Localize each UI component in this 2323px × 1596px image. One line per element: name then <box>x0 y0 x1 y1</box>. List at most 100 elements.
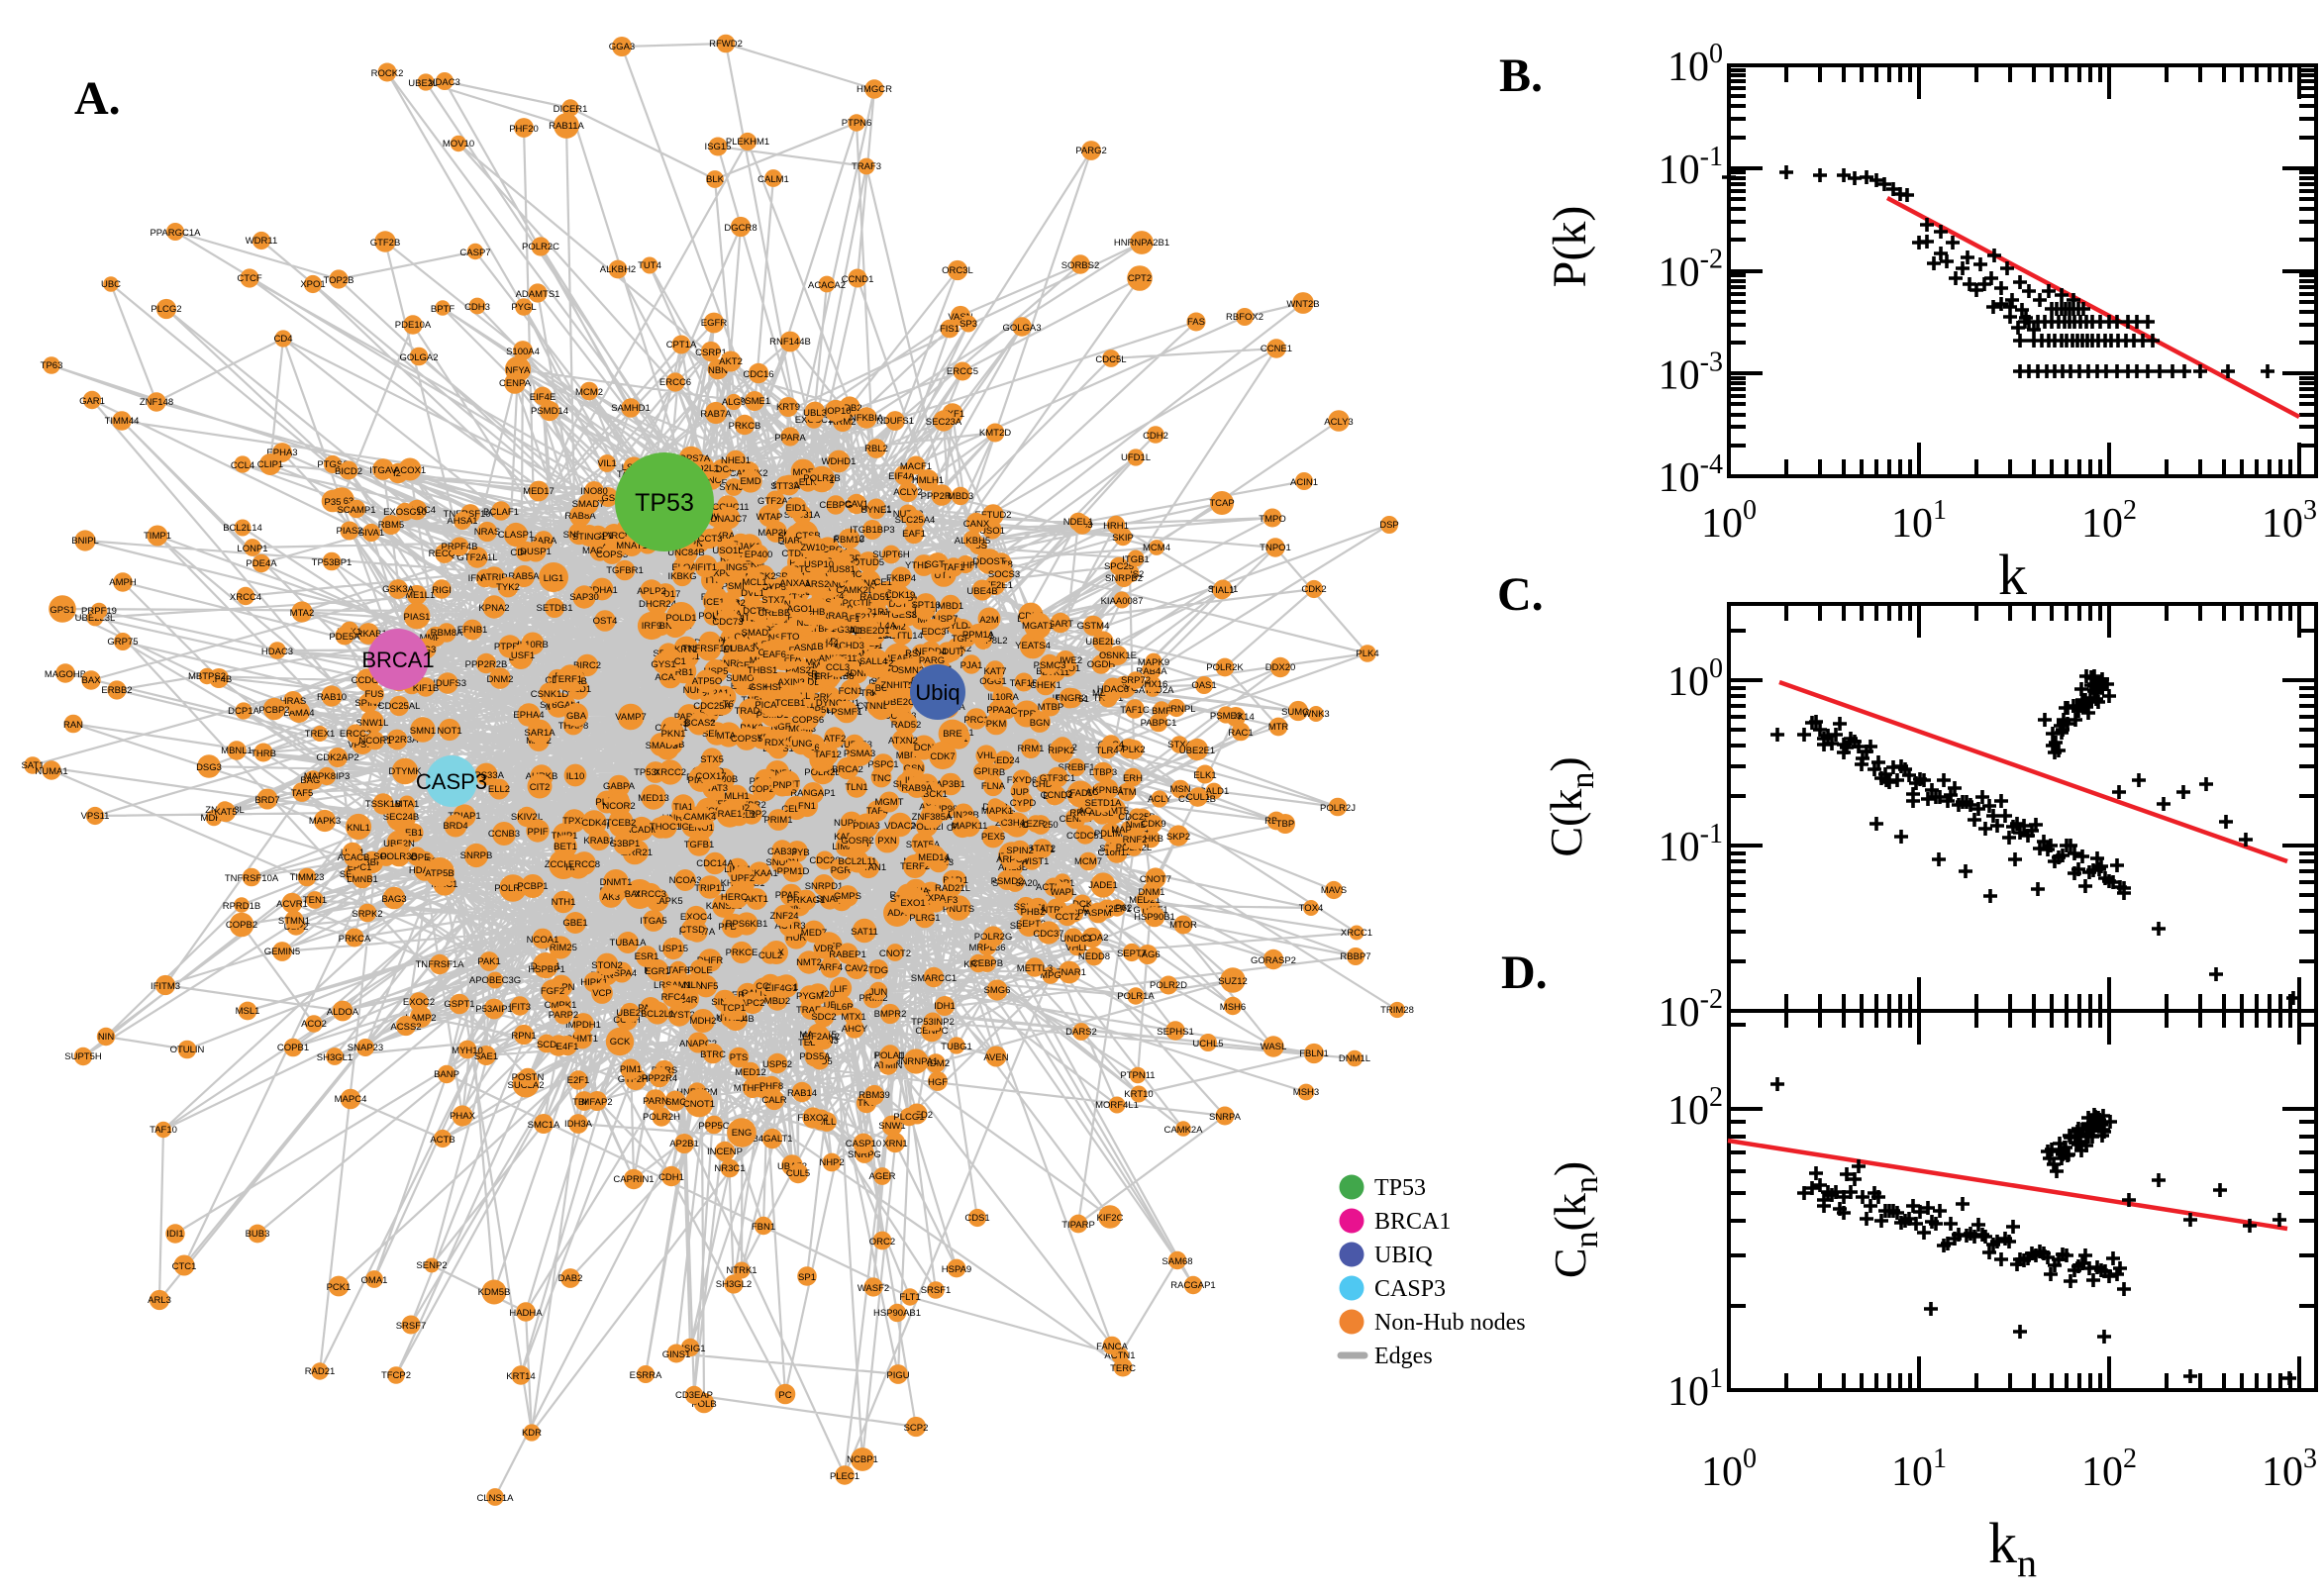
svg-text:PTS: PTS <box>730 1052 748 1063</box>
svg-text:GTF2B: GTF2B <box>370 238 401 249</box>
svg-text:DCP1A: DCP1A <box>228 706 259 717</box>
svg-text:BANP: BANP <box>434 1069 459 1080</box>
svg-text:HSPA4: HSPA4 <box>607 968 637 979</box>
svg-text:USO1L: USO1L <box>712 546 743 556</box>
svg-text:STX5: STX5 <box>700 754 724 765</box>
svg-text:GBE1: GBE1 <box>562 918 587 929</box>
svg-text:CTGF: CTGF <box>792 564 818 575</box>
svg-text:ZW10: ZW10 <box>800 543 825 553</box>
svg-text:kn: kn <box>1988 1511 2037 1585</box>
svg-text:SHMT1: SHMT1 <box>566 1034 598 1045</box>
svg-text:CDC5L: CDC5L <box>1095 354 1126 365</box>
svg-text:PSMD2: PSMD2 <box>991 876 1024 887</box>
svg-text:NCOA3: NCOA3 <box>669 875 702 886</box>
svg-text:EIF2AK2: EIF2AK2 <box>802 1032 840 1043</box>
svg-text:CDS1: CDS1 <box>964 1213 989 1224</box>
svg-text:UBC: UBC <box>101 279 121 290</box>
svg-text:EIF4B: EIF4B <box>206 674 232 685</box>
svg-text:CNOT1: CNOT1 <box>683 1099 715 1110</box>
svg-text:INCENP: INCENP <box>707 1147 743 1157</box>
svg-text:PRKCA: PRKCA <box>339 934 371 945</box>
svg-text:PPP2R2B: PPP2R2B <box>465 659 508 670</box>
svg-text:AHSA1: AHSA1 <box>447 516 477 527</box>
svg-text:10-4: 10-4 <box>1659 449 1723 501</box>
svg-text:CENPA: CENPA <box>499 378 532 389</box>
svg-text:TAF1B: TAF1B <box>1010 678 1039 689</box>
svg-text:PYGM: PYGM <box>796 991 824 1002</box>
svg-text:SOCS3: SOCS3 <box>988 569 1020 580</box>
svg-text:DNM1: DNM1 <box>1139 887 1165 898</box>
svg-text:NUP98: NUP98 <box>928 804 959 815</box>
svg-text:POLR2K: POLR2K <box>1206 662 1244 673</box>
svg-text:RBBP7: RBBP7 <box>1340 951 1370 962</box>
svg-text:MED7: MED7 <box>801 928 827 939</box>
svg-text:EXOC2: EXOC2 <box>403 997 435 1008</box>
svg-text:ATF2: ATF2 <box>824 734 847 745</box>
svg-text:MOF: MOF <box>792 467 813 478</box>
svg-text:CASP7: CASP7 <box>459 248 490 258</box>
svg-text:OGG1: OGG1 <box>979 676 1006 687</box>
svg-text:CDH3: CDH3 <box>464 302 490 313</box>
svg-text:RFC4: RFC4 <box>661 992 686 1003</box>
svg-text:RXRB: RXRB <box>979 767 1005 778</box>
svg-text:NCOA2: NCOA2 <box>1076 933 1109 944</box>
svg-text:HMGCR: HMGCR <box>857 84 892 95</box>
svg-text:RBBP4: RBBP4 <box>356 857 387 868</box>
svg-text:PLCG2: PLCG2 <box>151 304 181 315</box>
svg-text:MAPK8IP3: MAPK8IP3 <box>304 771 350 782</box>
svg-text:EPHA4: EPHA4 <box>513 710 544 721</box>
svg-text:INSIG1: INSIG1 <box>674 1344 705 1354</box>
svg-text:PYGL: PYGL <box>511 302 536 313</box>
svg-text:CUL5: CUL5 <box>786 1168 810 1179</box>
svg-text:CCNB3: CCNB3 <box>488 829 520 840</box>
svg-text:PSMF1: PSMF1 <box>831 707 862 718</box>
svg-text:10-1: 10-1 <box>1659 142 1723 193</box>
svg-text:MLH1: MLH1 <box>724 791 749 802</box>
svg-text:10-2: 10-2 <box>1659 245 1723 296</box>
svg-text:GTF3C1: GTF3C1 <box>1040 773 1075 784</box>
svg-text:UCHL5: UCHL5 <box>1192 1039 1223 1049</box>
svg-text:IFI204: IFI204 <box>385 468 412 479</box>
svg-text:CALR: CALR <box>761 1095 786 1106</box>
svg-text:MPG: MPG <box>1040 970 1061 981</box>
svg-text:TGFB1: TGFB1 <box>684 840 715 850</box>
svg-text:SNW1L: SNW1L <box>356 718 389 729</box>
svg-text:CDK4: CDK4 <box>581 818 606 829</box>
svg-text:PRMT5: PRMT5 <box>1097 806 1129 817</box>
svg-text:POLR2J: POLR2J <box>1320 803 1356 814</box>
svg-text:XRCC4: XRCC4 <box>230 592 261 603</box>
svg-text:ZCCHC8: ZCCHC8 <box>545 859 583 870</box>
svg-text:MEAF6: MEAF6 <box>882 653 914 664</box>
svg-text:TREX1: TREX1 <box>305 729 336 740</box>
svg-text:MYST2: MYST2 <box>663 1010 695 1021</box>
svg-text:MCM2: MCM2 <box>575 387 603 398</box>
svg-text:RAB10: RAB10 <box>317 692 347 703</box>
svg-text:SUPT5H: SUPT5H <box>64 1051 102 1062</box>
svg-text:PLCG1: PLCG1 <box>893 1112 924 1123</box>
svg-text:MYH10: MYH10 <box>452 1046 483 1056</box>
svg-text:CD3EAP: CD3EAP <box>675 1390 713 1401</box>
svg-text:NTRK1: NTRK1 <box>726 1265 757 1276</box>
svg-text:PIM1: PIM1 <box>620 1064 642 1075</box>
svg-text:SNRPD1: SNRPD1 <box>805 881 844 892</box>
svg-text:RACGAP1: RACGAP1 <box>1170 1280 1215 1291</box>
svg-text:MAPK9: MAPK9 <box>1138 657 1169 668</box>
svg-text:TSSK1B: TSSK1B <box>365 799 401 810</box>
svg-text:PEX5: PEX5 <box>981 832 1005 843</box>
svg-text:CASP10: CASP10 <box>846 1139 881 1149</box>
svg-text:HNRNPA1: HNRNPA1 <box>894 1056 939 1067</box>
svg-text:SETDB1: SETDB1 <box>537 603 573 614</box>
svg-text:OST4: OST4 <box>593 616 618 627</box>
svg-text:EPHA3: EPHA3 <box>266 448 297 458</box>
svg-text:MSN: MSN <box>1169 784 1190 795</box>
svg-text:MAP2K1: MAP2K1 <box>758 528 795 539</box>
svg-text:PARN: PARN <box>643 1096 668 1107</box>
svg-text:TERC: TERC <box>1110 1363 1136 1374</box>
svg-text:PIAS2: PIAS2 <box>337 526 363 537</box>
svg-text:TIMM23: TIMM23 <box>290 872 325 883</box>
svg-text:HSP90AB1: HSP90AB1 <box>873 1308 921 1319</box>
svg-text:RARA: RARA <box>531 536 557 547</box>
svg-text:COPB2: COPB2 <box>226 920 257 931</box>
svg-text:SCP2: SCP2 <box>904 1423 929 1434</box>
svg-text:COL2A1: COL2A1 <box>693 688 729 699</box>
